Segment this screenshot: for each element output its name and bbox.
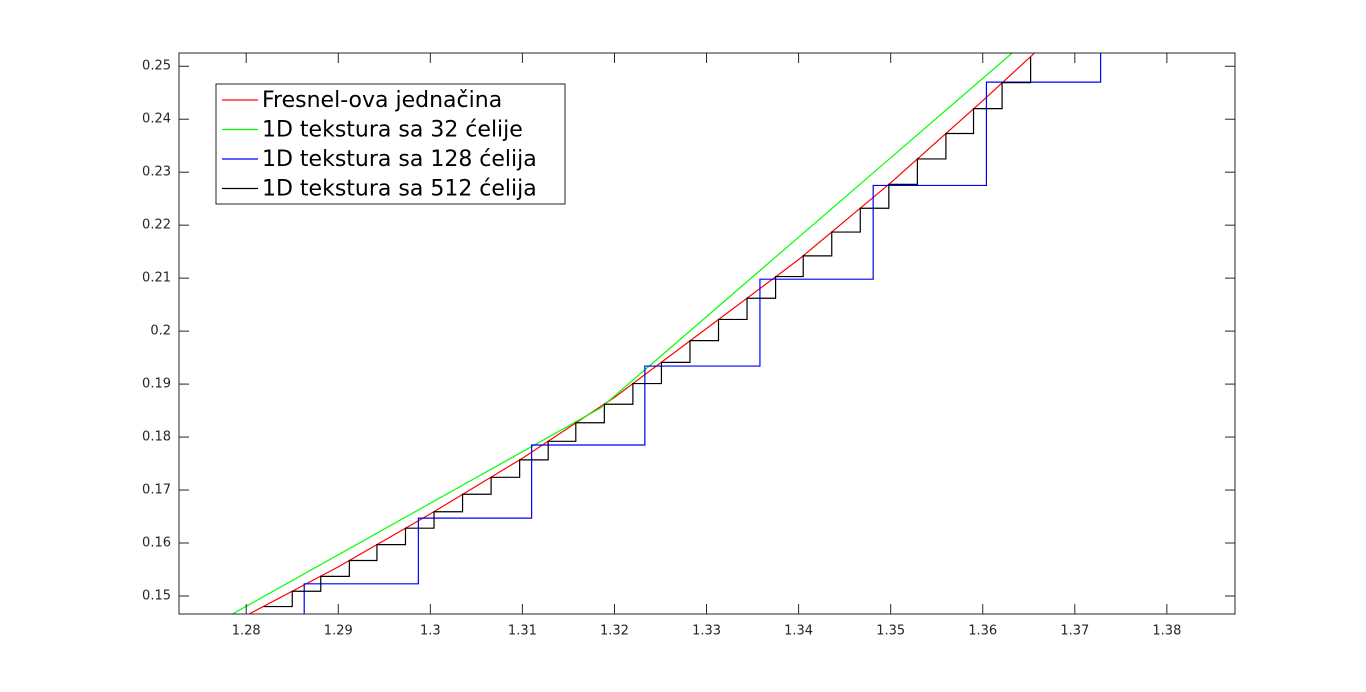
y-tick-label: 0.23 <box>142 165 171 180</box>
y-tick-label: 0.15 <box>142 588 171 603</box>
series-line <box>263 56 1032 608</box>
x-tick-label: 1.35 <box>876 624 905 639</box>
y-tick-label: 0.22 <box>142 218 171 233</box>
y-tick-label: 0.18 <box>142 430 171 445</box>
x-tick-label: 1.28 <box>232 624 261 639</box>
y-tick-label: 0.16 <box>142 536 171 551</box>
x-tick-label: 1.31 <box>508 624 537 639</box>
x-tick-label: 1.37 <box>1060 624 1089 639</box>
y-tick-label: 0.17 <box>142 483 171 498</box>
y-tick-label: 0.2 <box>150 324 171 339</box>
x-tick-label: 1.33 <box>692 624 721 639</box>
x-tick-label: 1.3 <box>420 624 441 639</box>
y-tick-label: 0.19 <box>142 377 171 392</box>
x-tick-label: 1.36 <box>968 624 997 639</box>
legend-box <box>215 83 566 205</box>
legend-label: 1D tekstura sa 512 ćelija <box>262 177 537 202</box>
x-tick-label: 1.38 <box>1152 624 1181 639</box>
y-tick-label: 0.24 <box>142 112 171 127</box>
legend: Fresnel-ova jednačina 1D tekstura sa 32 ć… <box>215 83 566 205</box>
legend-label: 1D tekstura sa 32 ćelije <box>262 118 523 143</box>
x-tick-label: 1.29 <box>324 624 353 639</box>
legend-label: Fresnel-ova jednačina <box>262 88 502 113</box>
x-tick-label: 1.34 <box>784 624 813 639</box>
ticks: 1.28 1.29 1.3 1.31 1.32 1.33 1.34 1.35 1.36 1.37 1… <box>142 53 1235 639</box>
plot-area <box>232 53 1102 614</box>
y-tick-label: 0.21 <box>142 271 171 286</box>
series-line <box>232 53 1013 614</box>
y-tick-label: 0.25 <box>142 59 171 74</box>
series-line <box>303 53 1102 614</box>
series-line <box>247 53 1036 614</box>
x-tick-label: 1.32 <box>600 624 629 639</box>
legend-label: 1D tekstura sa 128 ćelija <box>262 147 537 172</box>
